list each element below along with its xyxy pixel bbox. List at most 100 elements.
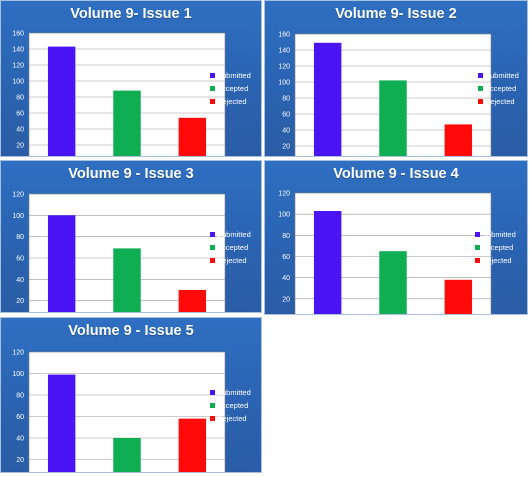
y-tick-label: 20: [16, 143, 24, 150]
chart-legend: Submitted Accepted Rejected: [478, 71, 519, 106]
bar-chart-plot: 020406080100120140160SubmittedAcceptedRe…: [12, 31, 226, 156]
y-tick-label: 140: [12, 47, 24, 54]
legend-swatch-submitted: [210, 73, 215, 78]
bar-rejected: [444, 279, 473, 314]
y-tick-label: 120: [12, 192, 24, 199]
legend-label: Accepted: [482, 243, 514, 252]
legend-item-accepted: Accepted: [210, 243, 251, 252]
legend-label: Rejected: [217, 97, 247, 106]
legend-item-rejected: Rejected: [478, 97, 519, 106]
y-tick-label: 40: [16, 127, 24, 134]
legend-label: Rejected: [217, 256, 247, 265]
legend-label: Rejected: [485, 97, 515, 106]
legend-item-rejected: Rejected: [210, 414, 251, 423]
legend-swatch-rejected: [475, 258, 480, 263]
y-tick-label: 40: [282, 275, 290, 282]
y-tick-label: 120: [12, 350, 24, 357]
chart-panel-2: Volume 9- Issue 2 020406080100120140160S…: [264, 0, 528, 157]
legend-label: Rejected: [217, 414, 247, 423]
y-tick-label: 100: [278, 80, 290, 87]
chart-panel-3: Volume 9 - Issue 3 020406080100120Submit…: [0, 160, 262, 313]
legend-label: Accepted: [217, 243, 249, 252]
y-tick-label: 60: [16, 111, 24, 118]
chart-title: Volume 9 - Issue 3: [68, 166, 194, 182]
legend-swatch-accepted: [475, 245, 480, 250]
legend-item-accepted: Accepted: [478, 84, 519, 93]
legend-item-rejected: Rejected: [210, 97, 251, 106]
y-tick-label: 100: [12, 371, 24, 378]
y-tick-label: 120: [278, 191, 290, 198]
y-tick-label: 80: [16, 393, 24, 400]
y-tick-label: 100: [12, 213, 24, 220]
legend-label: Submitted: [217, 230, 251, 239]
y-tick-label: 20: [16, 457, 24, 464]
y-tick-label: 60: [282, 254, 290, 261]
legend-item-accepted: Accepted: [475, 243, 516, 252]
legend-label: Rejected: [482, 256, 512, 265]
legend-label: Accepted: [485, 84, 517, 93]
y-tick-label: 20: [16, 298, 24, 305]
chart-title: Volume 9- Issue 2: [335, 6, 457, 22]
legend-label: Accepted: [217, 401, 249, 410]
legend-label: Submitted: [485, 71, 519, 80]
y-tick-label: 160: [12, 31, 24, 38]
legend-label: Submitted: [217, 71, 251, 80]
bar-accepted: [113, 248, 141, 312]
legend-swatch-accepted: [210, 86, 215, 91]
chart-legend: Submitted Accepted Rejected: [210, 388, 251, 423]
bar-submitted: [313, 42, 342, 156]
legend-item-submitted: Submitted: [478, 71, 519, 80]
legend-swatch-submitted: [478, 73, 483, 78]
bar-rejected: [178, 418, 207, 472]
bar-rejected: [444, 124, 473, 156]
bar-submitted: [47, 374, 76, 472]
chart-panel-4: Volume 9 - Issue 4 0 20 40 60 80 100 120 Submit…: [264, 160, 528, 315]
legend-swatch-rejected: [478, 99, 483, 104]
bar-rejected: [178, 117, 207, 156]
y-tick-label: 60: [282, 112, 290, 119]
legend-label: Submitted: [482, 230, 516, 239]
y-tick-label: 160: [278, 32, 290, 39]
y-tick-label: 120: [278, 64, 290, 71]
legend-item-accepted: Accepted: [210, 401, 251, 410]
legend-swatch-submitted: [210, 390, 215, 395]
legend-item-submitted: Submitted: [475, 230, 516, 239]
y-tick-label: 60: [16, 414, 24, 421]
bar-accepted: [113, 90, 141, 156]
chart-panel-1: Volume 9- Issue 1 020406080100120140160S…: [0, 0, 262, 157]
chart-title: Volume 9- Issue 1: [70, 6, 192, 22]
bar-chart-plot: 020406080100120140160SubmittedAcceptedRe…: [278, 32, 492, 156]
chart-legend: Submitted Accepted Rejected: [210, 71, 251, 106]
legend-item-rejected: Rejected: [475, 256, 516, 265]
legend-swatch-accepted: [210, 403, 215, 408]
legend-item-accepted: Accepted: [210, 84, 251, 93]
bar-accepted: [113, 438, 141, 472]
y-tick-label: 120: [12, 63, 24, 70]
legend-item-submitted: Submitted: [210, 230, 251, 239]
bar-accepted: [379, 251, 407, 314]
legend-swatch-rejected: [210, 416, 215, 421]
bar-accepted: [379, 80, 407, 156]
y-tick-label: 80: [282, 96, 290, 103]
y-tick-label: 80: [282, 233, 290, 240]
legend-swatch-accepted: [478, 86, 483, 91]
bar-submitted: [313, 210, 342, 314]
chart-legend: Submitted Accepted Rejected: [475, 230, 516, 265]
legend-swatch-accepted: [210, 245, 215, 250]
bar-submitted: [47, 215, 76, 312]
y-tick-label: 80: [16, 234, 24, 241]
bar-submitted: [47, 46, 76, 156]
chart-panel-5: Volume 9 - Issue 5 020406080100120Submit…: [0, 317, 262, 473]
legend-swatch-rejected: [210, 258, 215, 263]
y-tick-label: 140: [278, 48, 290, 55]
y-tick-label: 80: [16, 95, 24, 102]
y-tick-label: 100: [12, 79, 24, 86]
legend-label: Submitted: [217, 388, 251, 397]
chart-legend: Submitted Accepted Rejected: [210, 230, 251, 265]
bar-rejected: [178, 290, 207, 312]
y-tick-label: 100: [278, 212, 290, 219]
legend-label: Accepted: [217, 84, 249, 93]
